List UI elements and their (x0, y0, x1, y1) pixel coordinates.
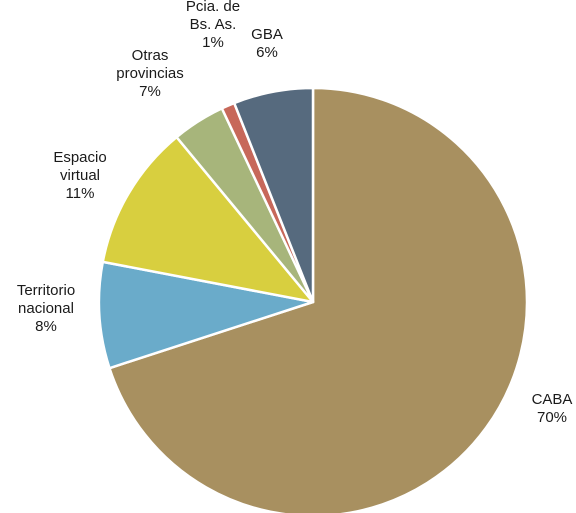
pie-slice-espacio-virtual (101, 135, 315, 304)
slice-category-label: Pcia. de (186, 0, 240, 15)
slice-category-label: nacional (18, 300, 74, 317)
slice-category-label: Espacio (53, 149, 106, 166)
slice-category-label: Territorio (17, 282, 75, 299)
slice-category-label: GBA (251, 26, 283, 43)
slice-value-label: 8% (35, 318, 57, 335)
slice-category-label: provincias (116, 65, 184, 82)
slice-category-label: Otras (132, 47, 169, 64)
pie-slices (97, 86, 529, 513)
slice-value-label: 6% (256, 44, 278, 61)
slice-category-label: CABA (532, 391, 573, 408)
slice-category-label: virtual (60, 167, 100, 184)
slice-value-label: 11% (66, 185, 95, 202)
pie-slice-territorio-nacional (97, 260, 315, 370)
slice-value-label: 1% (202, 34, 224, 51)
slice-value-label: 70% (537, 409, 567, 426)
pie-slice-caba (108, 86, 529, 513)
slice-category-label: Bs. As. (190, 16, 237, 33)
slice-value-label: 7% (139, 83, 161, 100)
pie-slice-gba (232, 86, 315, 304)
